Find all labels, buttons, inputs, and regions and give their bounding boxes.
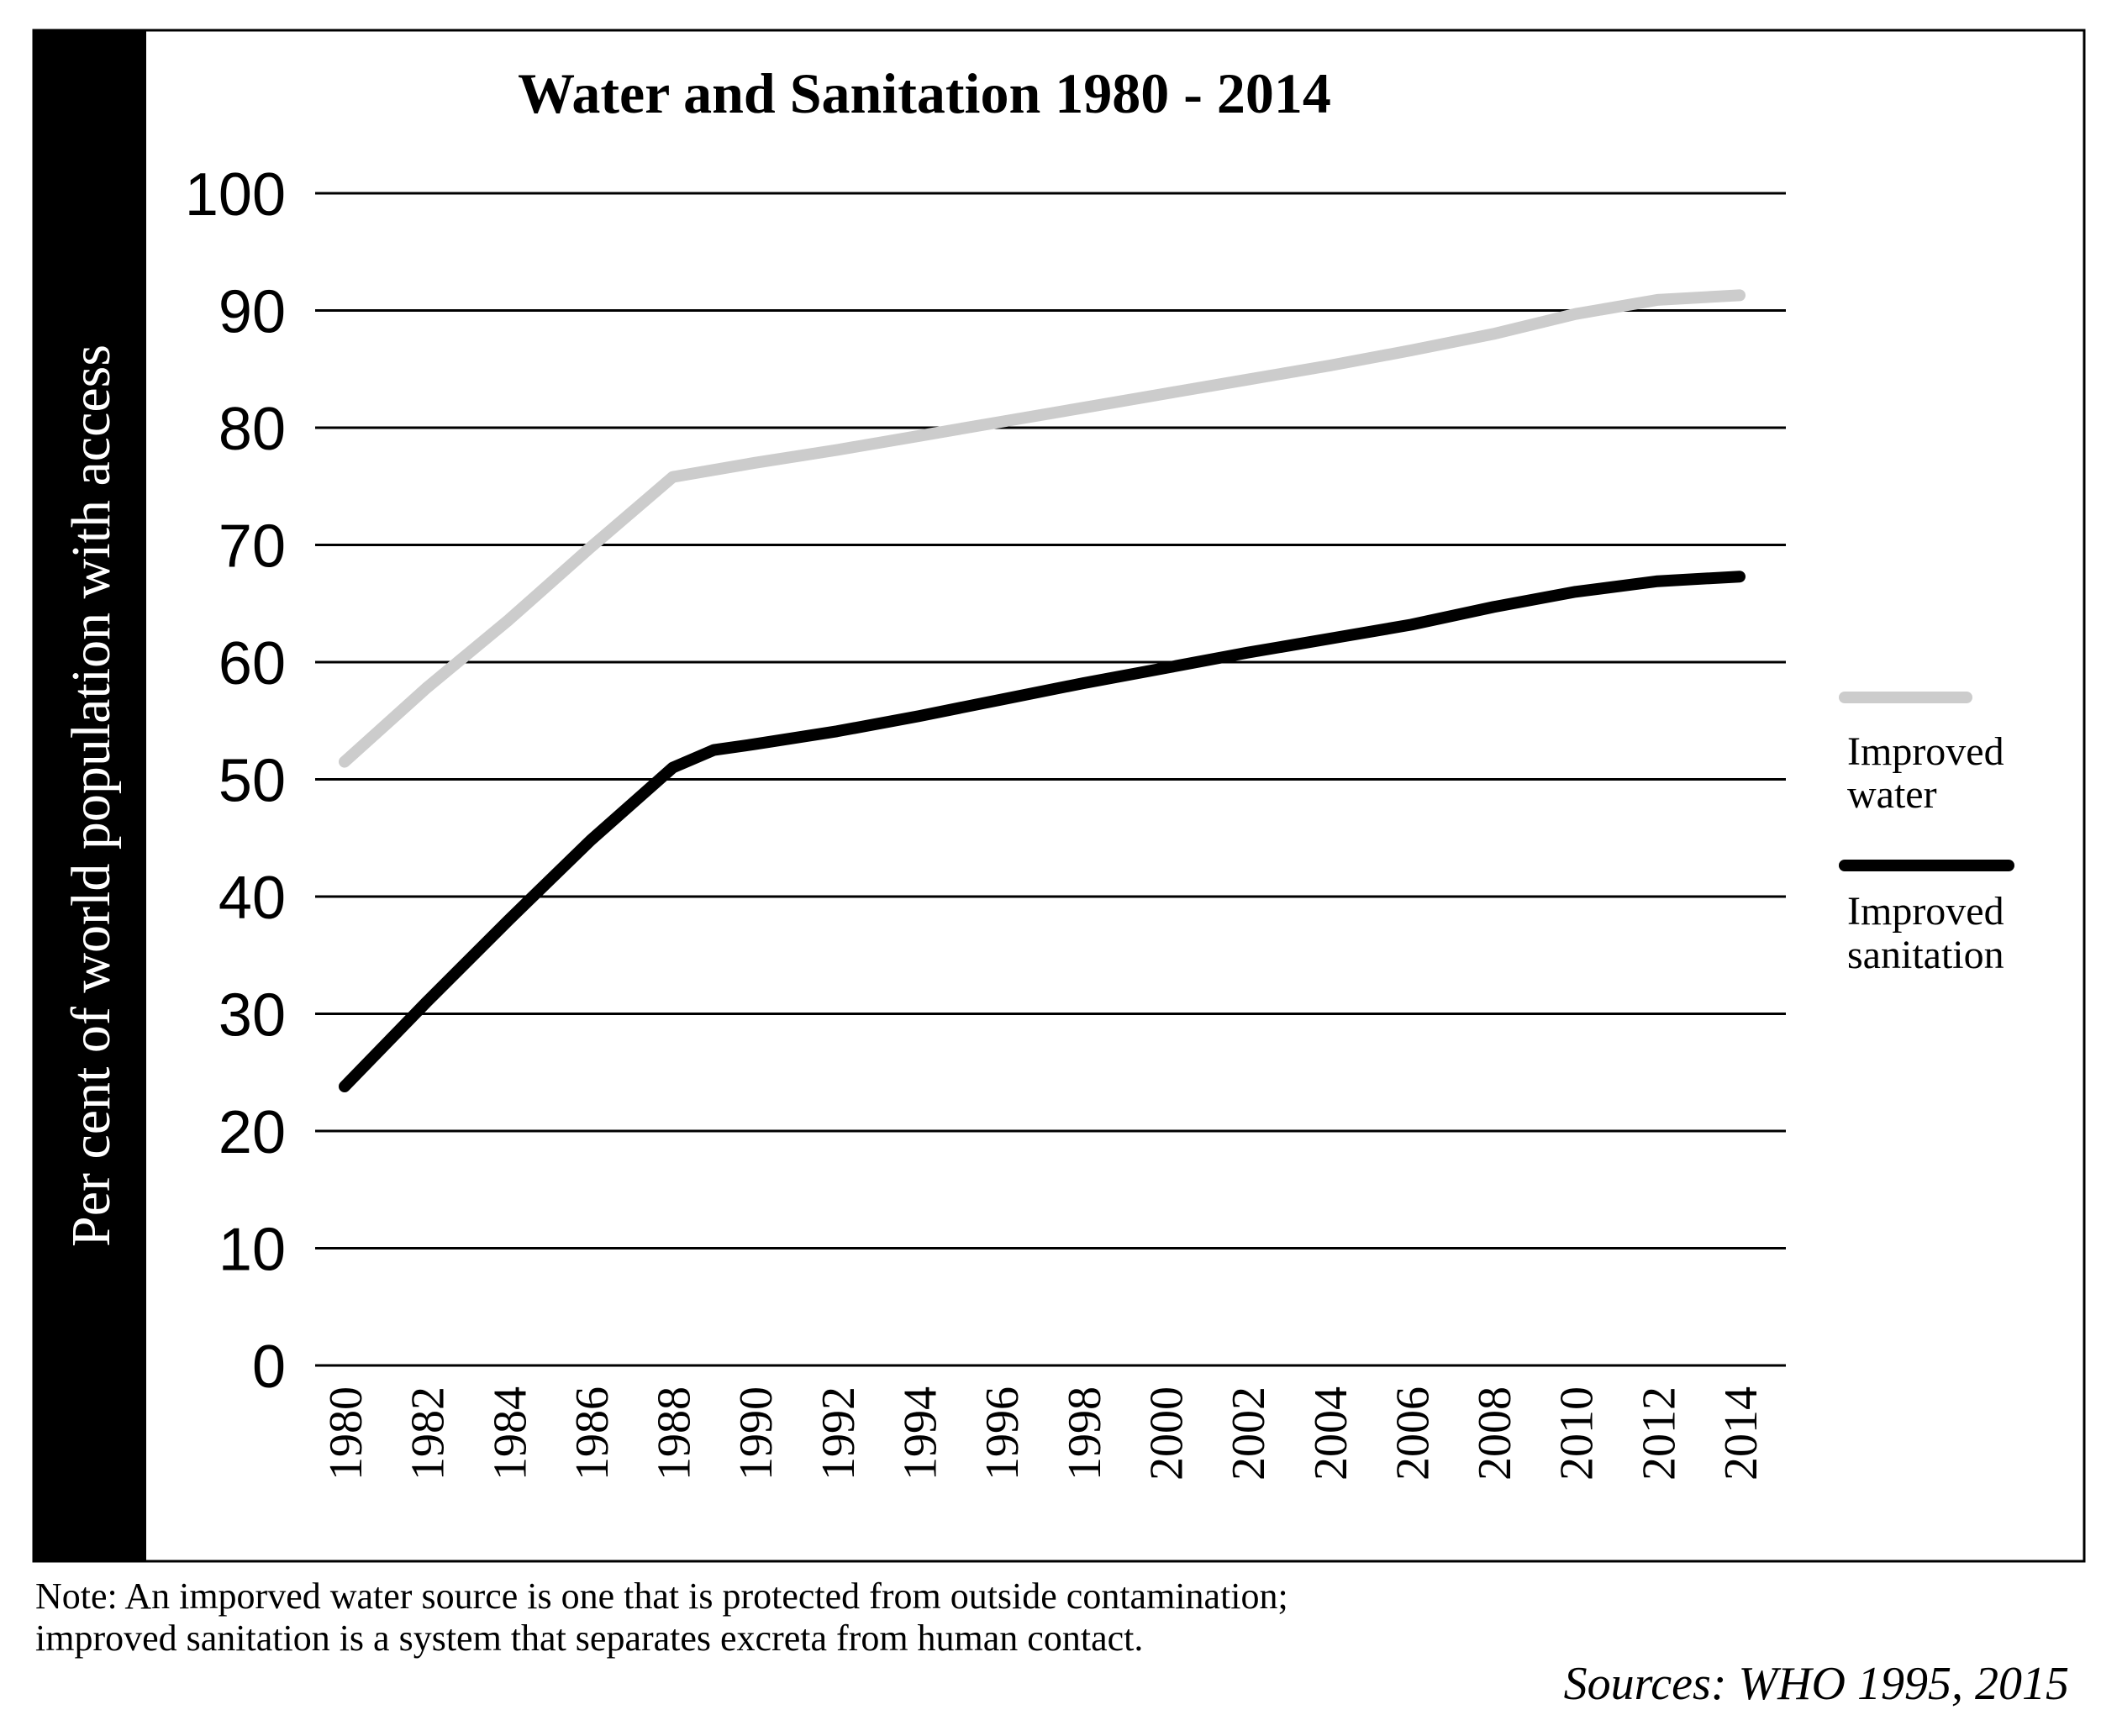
y-tick-label: 70 [219,513,286,581]
legend-label-sanitation-1: Improved [1847,889,2004,934]
legend-label-water-1: Improved [1847,729,2004,774]
x-tick-label: 1980 [320,1386,372,1481]
x-tick-label: 2004 [1305,1386,1357,1481]
y-tick-label: 30 [219,982,286,1049]
x-tick-label: 1992 [813,1386,865,1481]
ylabel-band [34,30,146,1561]
x-tick-label: 2006 [1387,1386,1439,1481]
x-tick-label: 2010 [1551,1386,1603,1481]
y-tick-label: 20 [219,1099,286,1166]
chart-title: Water and Sanitation 1980 - 2014 [518,61,1331,125]
x-tick-label: 2012 [1633,1386,1685,1481]
x-tick-label: 1998 [1059,1386,1111,1481]
y-axis-label: Per cent of world population with access [61,345,122,1247]
series-line-sanitation [339,571,1746,1092]
y-tick-label: 0 [252,1334,286,1401]
x-tick-label: 1988 [649,1386,701,1481]
y-tick-label: 40 [219,865,286,932]
y-tick-label: 10 [219,1217,286,1284]
y-tick-label: 80 [219,396,286,463]
legend: Improved water Improved sanitation [1839,692,2014,977]
note-line-1: Note: An imporved water source is one th… [35,1576,1288,1617]
x-tick-label: 1984 [484,1386,536,1481]
legend-label-sanitation-2: sanitation [1847,933,2004,977]
x-tick-label: 2002 [1223,1386,1275,1481]
x-axis: 1980 1982 1984 1986 1988 1990 1992 1994 1996 1998… [320,1386,1767,1481]
y-tick-label: 90 [219,279,286,346]
grid [315,192,1786,1367]
y-tick-label: 100 [185,161,286,229]
x-tick-label: 1990 [730,1386,782,1481]
x-tick-label: 1996 [977,1386,1029,1481]
x-tick-label: 1982 [403,1386,455,1481]
sources: Sources: WHO 1995, 2015 [1564,1658,2069,1710]
x-tick-label: 1986 [566,1386,619,1481]
y-axis: 0 10 20 30 40 50 60 70 80 90 100 [185,161,286,1401]
y-tick-label: 50 [219,748,286,815]
x-tick-label: 2014 [1715,1386,1767,1481]
series-line-water [339,289,1746,768]
note-line-2: improved sanitation is a system that sep… [35,1618,1143,1659]
y-tick-label: 60 [219,630,286,697]
x-tick-label: 2000 [1140,1386,1193,1481]
chart-frame [32,29,2086,1563]
legend-label-water-2: water [1847,772,1937,817]
x-tick-label: 2008 [1469,1386,1521,1481]
series-lines [339,289,1746,1092]
x-tick-label: 1994 [895,1386,947,1481]
